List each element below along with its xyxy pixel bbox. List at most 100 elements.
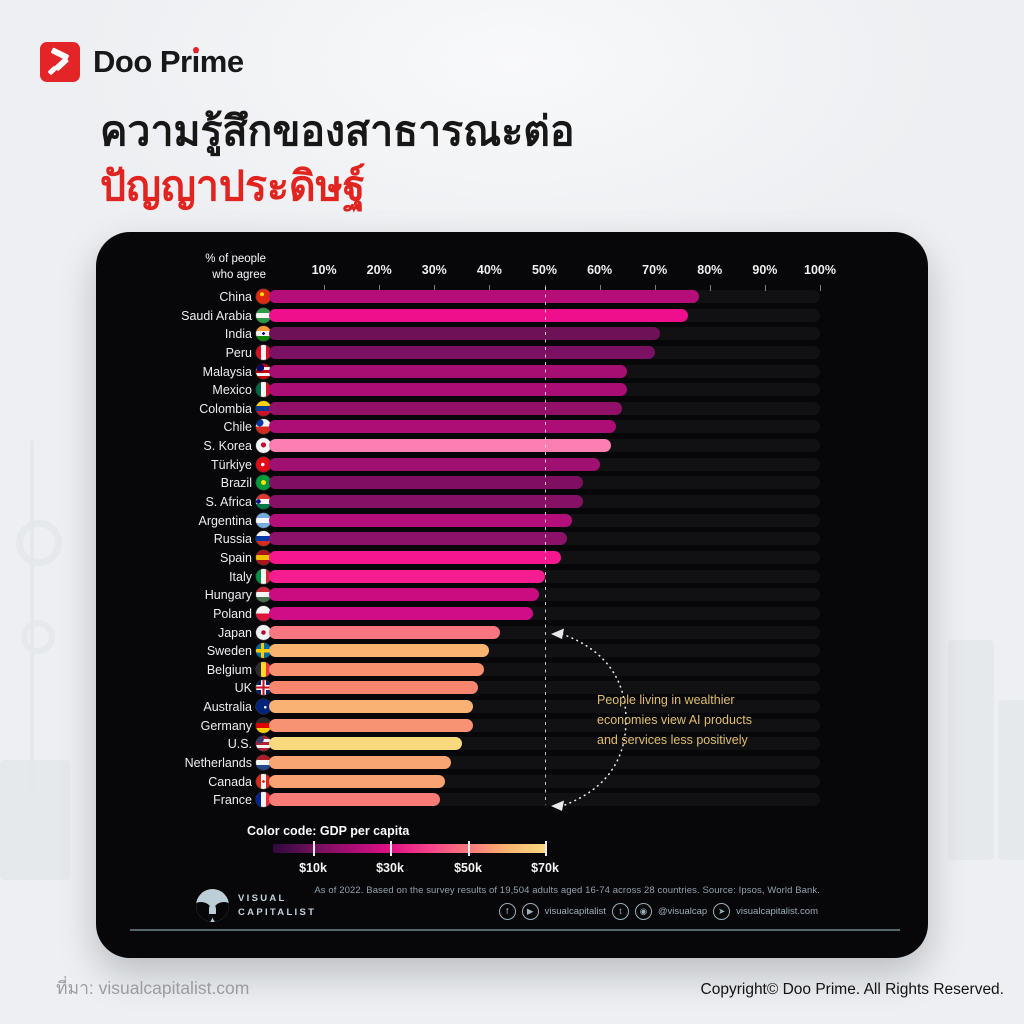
- country-label: Canada: [208, 774, 252, 789]
- watermark-building: [998, 700, 1024, 860]
- country-label: Brazil: [220, 476, 252, 491]
- gdp-gradient-bar: [273, 844, 547, 853]
- bar-row-japan: Japan: [96, 624, 928, 642]
- annotation-arrow: [551, 628, 627, 811]
- peru-flag-icon: [256, 344, 271, 360]
- social-handle: @visualcap: [657, 906, 708, 917]
- cursor-icon: ➤: [713, 903, 731, 920]
- india-flag-icon: [256, 326, 271, 342]
- bar-row-italy: Italy: [96, 568, 928, 586]
- visual-capitalist-logo-icon: [196, 889, 229, 922]
- value-bar: [269, 532, 567, 546]
- bar-row-chile: Chile: [96, 418, 928, 436]
- country-label: UK: [234, 681, 252, 696]
- value-bar: [269, 401, 622, 415]
- malaysia-flag-icon: [256, 363, 271, 379]
- x-tick-label: 60%: [587, 263, 613, 277]
- netherlands-flag-icon: [256, 755, 271, 770]
- visual-capitalist-logo: VISUAL CAPITALIST: [196, 889, 316, 922]
- s-korea-flag-icon: [256, 438, 271, 454]
- annotation-text: People living in wealthier economies vie…: [597, 693, 752, 747]
- saudi-arabia-flag-icon: [256, 307, 271, 323]
- bar-row-u-s: U.S.: [96, 735, 928, 753]
- country-label: Sweden: [206, 644, 252, 659]
- value-bar: [269, 793, 440, 807]
- uk-flag-icon: [256, 680, 271, 696]
- country-label: U.S.: [227, 737, 252, 752]
- china-flag-icon: [256, 289, 271, 304]
- watermark-building: [0, 760, 70, 880]
- bar-row-russia: Russia: [96, 530, 928, 548]
- bar-row-australia: Australia: [96, 698, 928, 716]
- country-label: S. Africa: [205, 495, 252, 510]
- attribution-text: ที่มา: visualcapitalist.com: [56, 978, 250, 998]
- social-handle: visualcapitalist: [544, 906, 606, 917]
- country-label: Mexico: [212, 383, 252, 398]
- x-tick-label: 100%: [804, 263, 836, 277]
- value-bar: [269, 457, 600, 471]
- bar-row-peru: Peru: [96, 344, 928, 362]
- gdp-tick-label: $30k: [376, 861, 404, 875]
- bar-row-s-africa: S. Africa: [96, 493, 928, 511]
- colombia-flag-icon: [256, 400, 271, 416]
- country-label: Chile: [223, 420, 253, 435]
- country-label: Australia: [203, 700, 252, 715]
- bar-row-sweden: Sweden: [96, 642, 928, 660]
- spain-flag-icon: [256, 549, 271, 565]
- doo-prime-logo-icon: [40, 42, 80, 82]
- hungary-flag-icon: [256, 587, 271, 603]
- x-tick-label: 10%: [311, 263, 337, 277]
- value-bar: [269, 681, 479, 695]
- gdp-tick-mark: [468, 841, 470, 856]
- country-label: China: [219, 290, 252, 304]
- value-bar: [269, 476, 584, 490]
- page-title: ความรู้สึกของสาธารณะต่อ ปัญญาประดิษฐ์: [100, 104, 574, 215]
- australia-flag-icon: [256, 699, 271, 715]
- bar-row-uk: UK: [96, 679, 928, 697]
- russia-flag-icon: [256, 531, 271, 547]
- country-label: Russia: [213, 532, 252, 547]
- value-bar: [269, 513, 573, 527]
- value-bar: [269, 662, 484, 676]
- bar-row-china: China: [96, 288, 928, 306]
- bar-row-mexico: Mexico: [96, 381, 928, 399]
- source-note: As of 2022. Based on the survey results …: [314, 885, 820, 896]
- belgium-flag-icon: [256, 661, 271, 677]
- x-tick-label: 90%: [752, 263, 778, 277]
- country-label: Spain: [220, 550, 252, 565]
- x-tick-mark: [654, 285, 656, 291]
- value-bar: [269, 718, 473, 732]
- card-footer-divider: [130, 929, 900, 931]
- page-title-line1: ความรู้สึกของสาธารณะต่อ: [100, 108, 575, 154]
- bar-row-t-rkiye: Türkiye: [96, 456, 928, 474]
- value-bar: [269, 383, 628, 397]
- sweden-flag-icon: [256, 643, 271, 659]
- x-tick-label: 40%: [476, 263, 502, 277]
- bar-row-india: India: [96, 325, 928, 343]
- value-bar: [269, 737, 462, 751]
- value-bar: [269, 364, 628, 378]
- gdp-tick-label: $50k: [454, 861, 482, 875]
- x-tick-label: 80%: [697, 263, 723, 277]
- country-label: Hungary: [204, 588, 252, 603]
- x-tick-mark: [599, 285, 601, 291]
- social-handle: visualcapitalist.com: [736, 906, 818, 917]
- country-label: Japan: [217, 625, 252, 640]
- youtube-icon: ▶: [521, 903, 539, 920]
- bar-row-colombia: Colombia: [96, 400, 928, 418]
- gdp-tick-mark: [313, 841, 315, 856]
- x-tick-label: 30%: [421, 263, 447, 277]
- visual-capitalist-logo-text: VISUAL CAPITALIST: [238, 892, 317, 918]
- value-bar: [269, 774, 446, 788]
- chart-card: % of people who agree 10% 20% 30% 40% 50% 60%…: [96, 232, 928, 958]
- canada-flag-icon: [256, 773, 271, 789]
- x-tick-mark: [820, 285, 821, 291]
- bar-row-spain: Spain: [96, 549, 928, 567]
- copyright-text: Copyright© Doo Prime. All Rights Reserve…: [700, 981, 1004, 998]
- country-label: Argentina: [198, 513, 252, 528]
- x-tick-label: 50%: [531, 263, 558, 277]
- bar-rows: China Saudi Arabia India Peru Malaysia Mexico…: [96, 288, 928, 820]
- value-bar: [269, 700, 473, 714]
- x-tick-mark: [709, 285, 711, 291]
- country-label: Saudi Arabia: [181, 308, 252, 323]
